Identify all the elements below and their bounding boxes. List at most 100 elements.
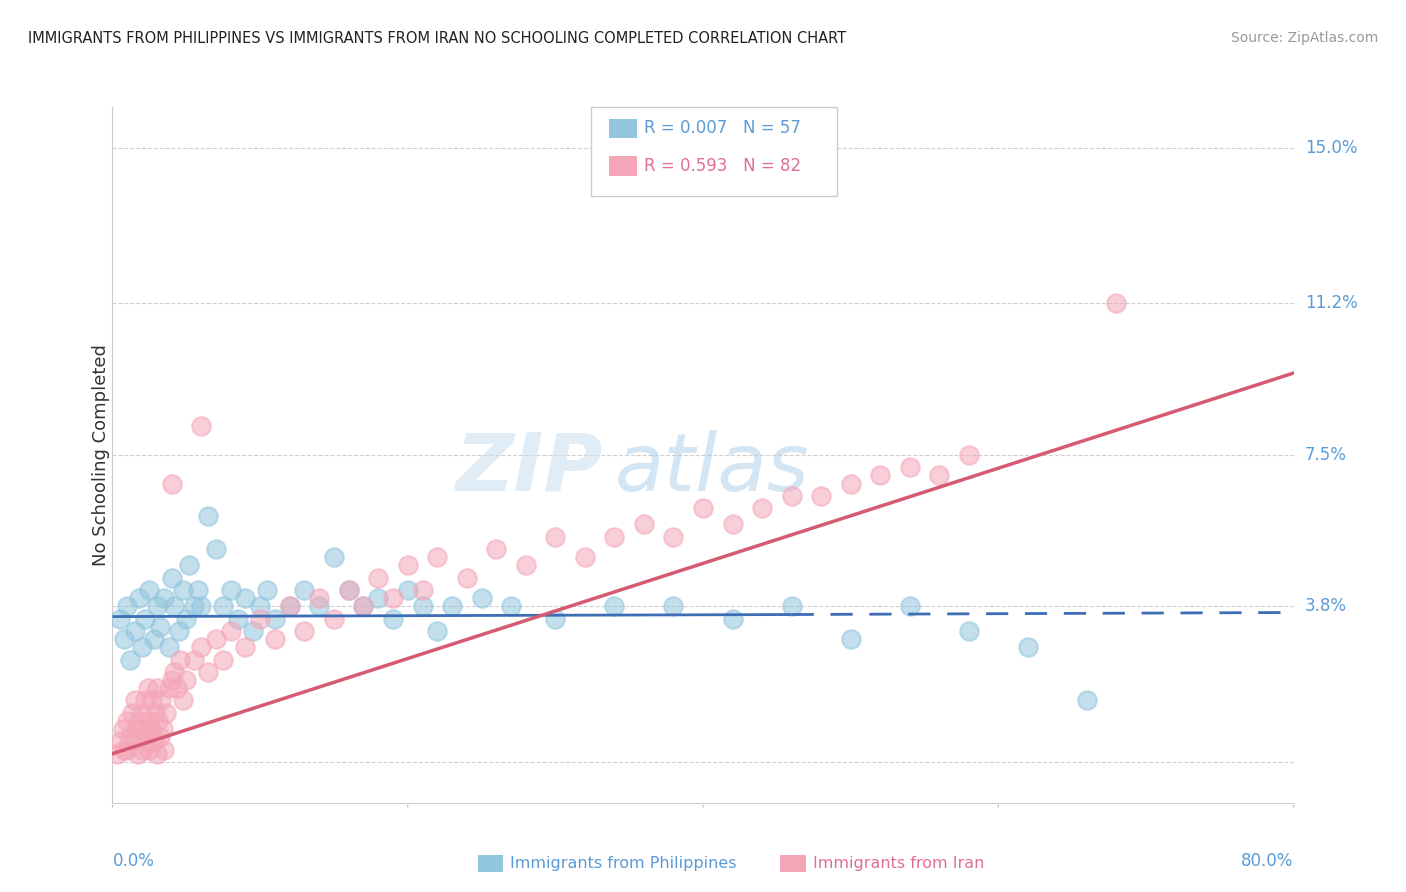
Point — [233, 591, 256, 606]
Point — [117, 742, 138, 756]
Point — [633, 517, 655, 532]
Point — [136, 681, 159, 696]
Point — [127, 747, 149, 761]
Point — [124, 693, 146, 707]
Point — [382, 612, 405, 626]
Point — [367, 571, 389, 585]
Y-axis label: No Schooling Completed: No Schooling Completed — [93, 344, 110, 566]
Point — [352, 599, 374, 614]
Point — [1076, 693, 1098, 707]
Point — [197, 509, 219, 524]
Text: R = 0.593   N = 82: R = 0.593 N = 82 — [644, 157, 801, 175]
Text: ZIP: ZIP — [456, 430, 603, 508]
Text: Immigrants from Philippines: Immigrants from Philippines — [510, 856, 737, 871]
Text: atlas: atlas — [614, 430, 810, 508]
Point — [153, 591, 176, 606]
Point — [183, 599, 205, 614]
Point — [146, 681, 169, 696]
Point — [751, 501, 773, 516]
Point — [396, 582, 419, 597]
Point — [323, 550, 346, 565]
Point — [839, 632, 862, 646]
Point — [544, 612, 567, 626]
Point — [135, 734, 157, 748]
Point — [187, 582, 209, 597]
Point — [928, 468, 950, 483]
Point — [441, 599, 464, 614]
Point — [662, 530, 685, 544]
Point — [157, 640, 180, 655]
Point — [179, 558, 201, 573]
Point — [810, 489, 832, 503]
Point — [292, 582, 315, 597]
Point — [143, 706, 166, 720]
Point — [382, 591, 405, 606]
Point — [544, 530, 567, 544]
Point — [264, 612, 287, 626]
Text: Immigrants from Iran: Immigrants from Iran — [813, 856, 984, 871]
Point — [426, 624, 449, 638]
Point — [138, 582, 160, 597]
Point — [108, 734, 131, 748]
Point — [869, 468, 891, 483]
Point — [148, 714, 170, 728]
Point — [152, 722, 174, 736]
Point — [411, 599, 433, 614]
Point — [160, 476, 183, 491]
Point — [112, 632, 135, 646]
Point — [124, 734, 146, 748]
Point — [146, 599, 169, 614]
Point — [352, 599, 374, 614]
Point — [898, 460, 921, 475]
Point — [124, 624, 146, 638]
Point — [337, 582, 360, 597]
Point — [139, 722, 162, 736]
Point — [112, 742, 135, 756]
Point — [721, 517, 744, 532]
Point — [120, 652, 142, 666]
Point — [292, 624, 315, 638]
Point — [160, 571, 183, 585]
Point — [323, 612, 346, 626]
Point — [205, 542, 228, 557]
Point — [190, 640, 212, 655]
Point — [249, 599, 271, 614]
Point — [105, 747, 128, 761]
Point — [138, 714, 160, 728]
Point — [111, 722, 134, 736]
Point — [150, 693, 173, 707]
Text: 3.8%: 3.8% — [1305, 598, 1347, 615]
Text: 11.2%: 11.2% — [1305, 294, 1357, 312]
Point — [692, 501, 714, 516]
Point — [780, 599, 803, 614]
Point — [337, 582, 360, 597]
Text: R = 0.007   N = 57: R = 0.007 N = 57 — [644, 120, 801, 137]
Point — [308, 599, 330, 614]
Point — [121, 706, 143, 720]
Point — [780, 489, 803, 503]
Point — [1017, 640, 1039, 655]
Point — [264, 632, 287, 646]
Point — [134, 612, 156, 626]
Point — [174, 673, 197, 687]
Point — [128, 714, 150, 728]
Point — [125, 722, 148, 736]
Point — [167, 624, 190, 638]
Point — [174, 612, 197, 626]
Point — [108, 612, 131, 626]
Point — [1105, 296, 1128, 310]
Point — [138, 742, 160, 756]
Point — [212, 652, 235, 666]
Point — [131, 742, 153, 756]
Point — [256, 582, 278, 597]
Text: 0.0%: 0.0% — [112, 852, 155, 870]
Point — [278, 599, 301, 614]
Point — [172, 582, 194, 597]
Point — [212, 599, 235, 614]
Point — [501, 599, 523, 614]
Point — [219, 624, 242, 638]
Text: 80.0%: 80.0% — [1241, 852, 1294, 870]
Text: 15.0%: 15.0% — [1305, 139, 1357, 157]
Point — [155, 706, 177, 720]
Point — [278, 599, 301, 614]
